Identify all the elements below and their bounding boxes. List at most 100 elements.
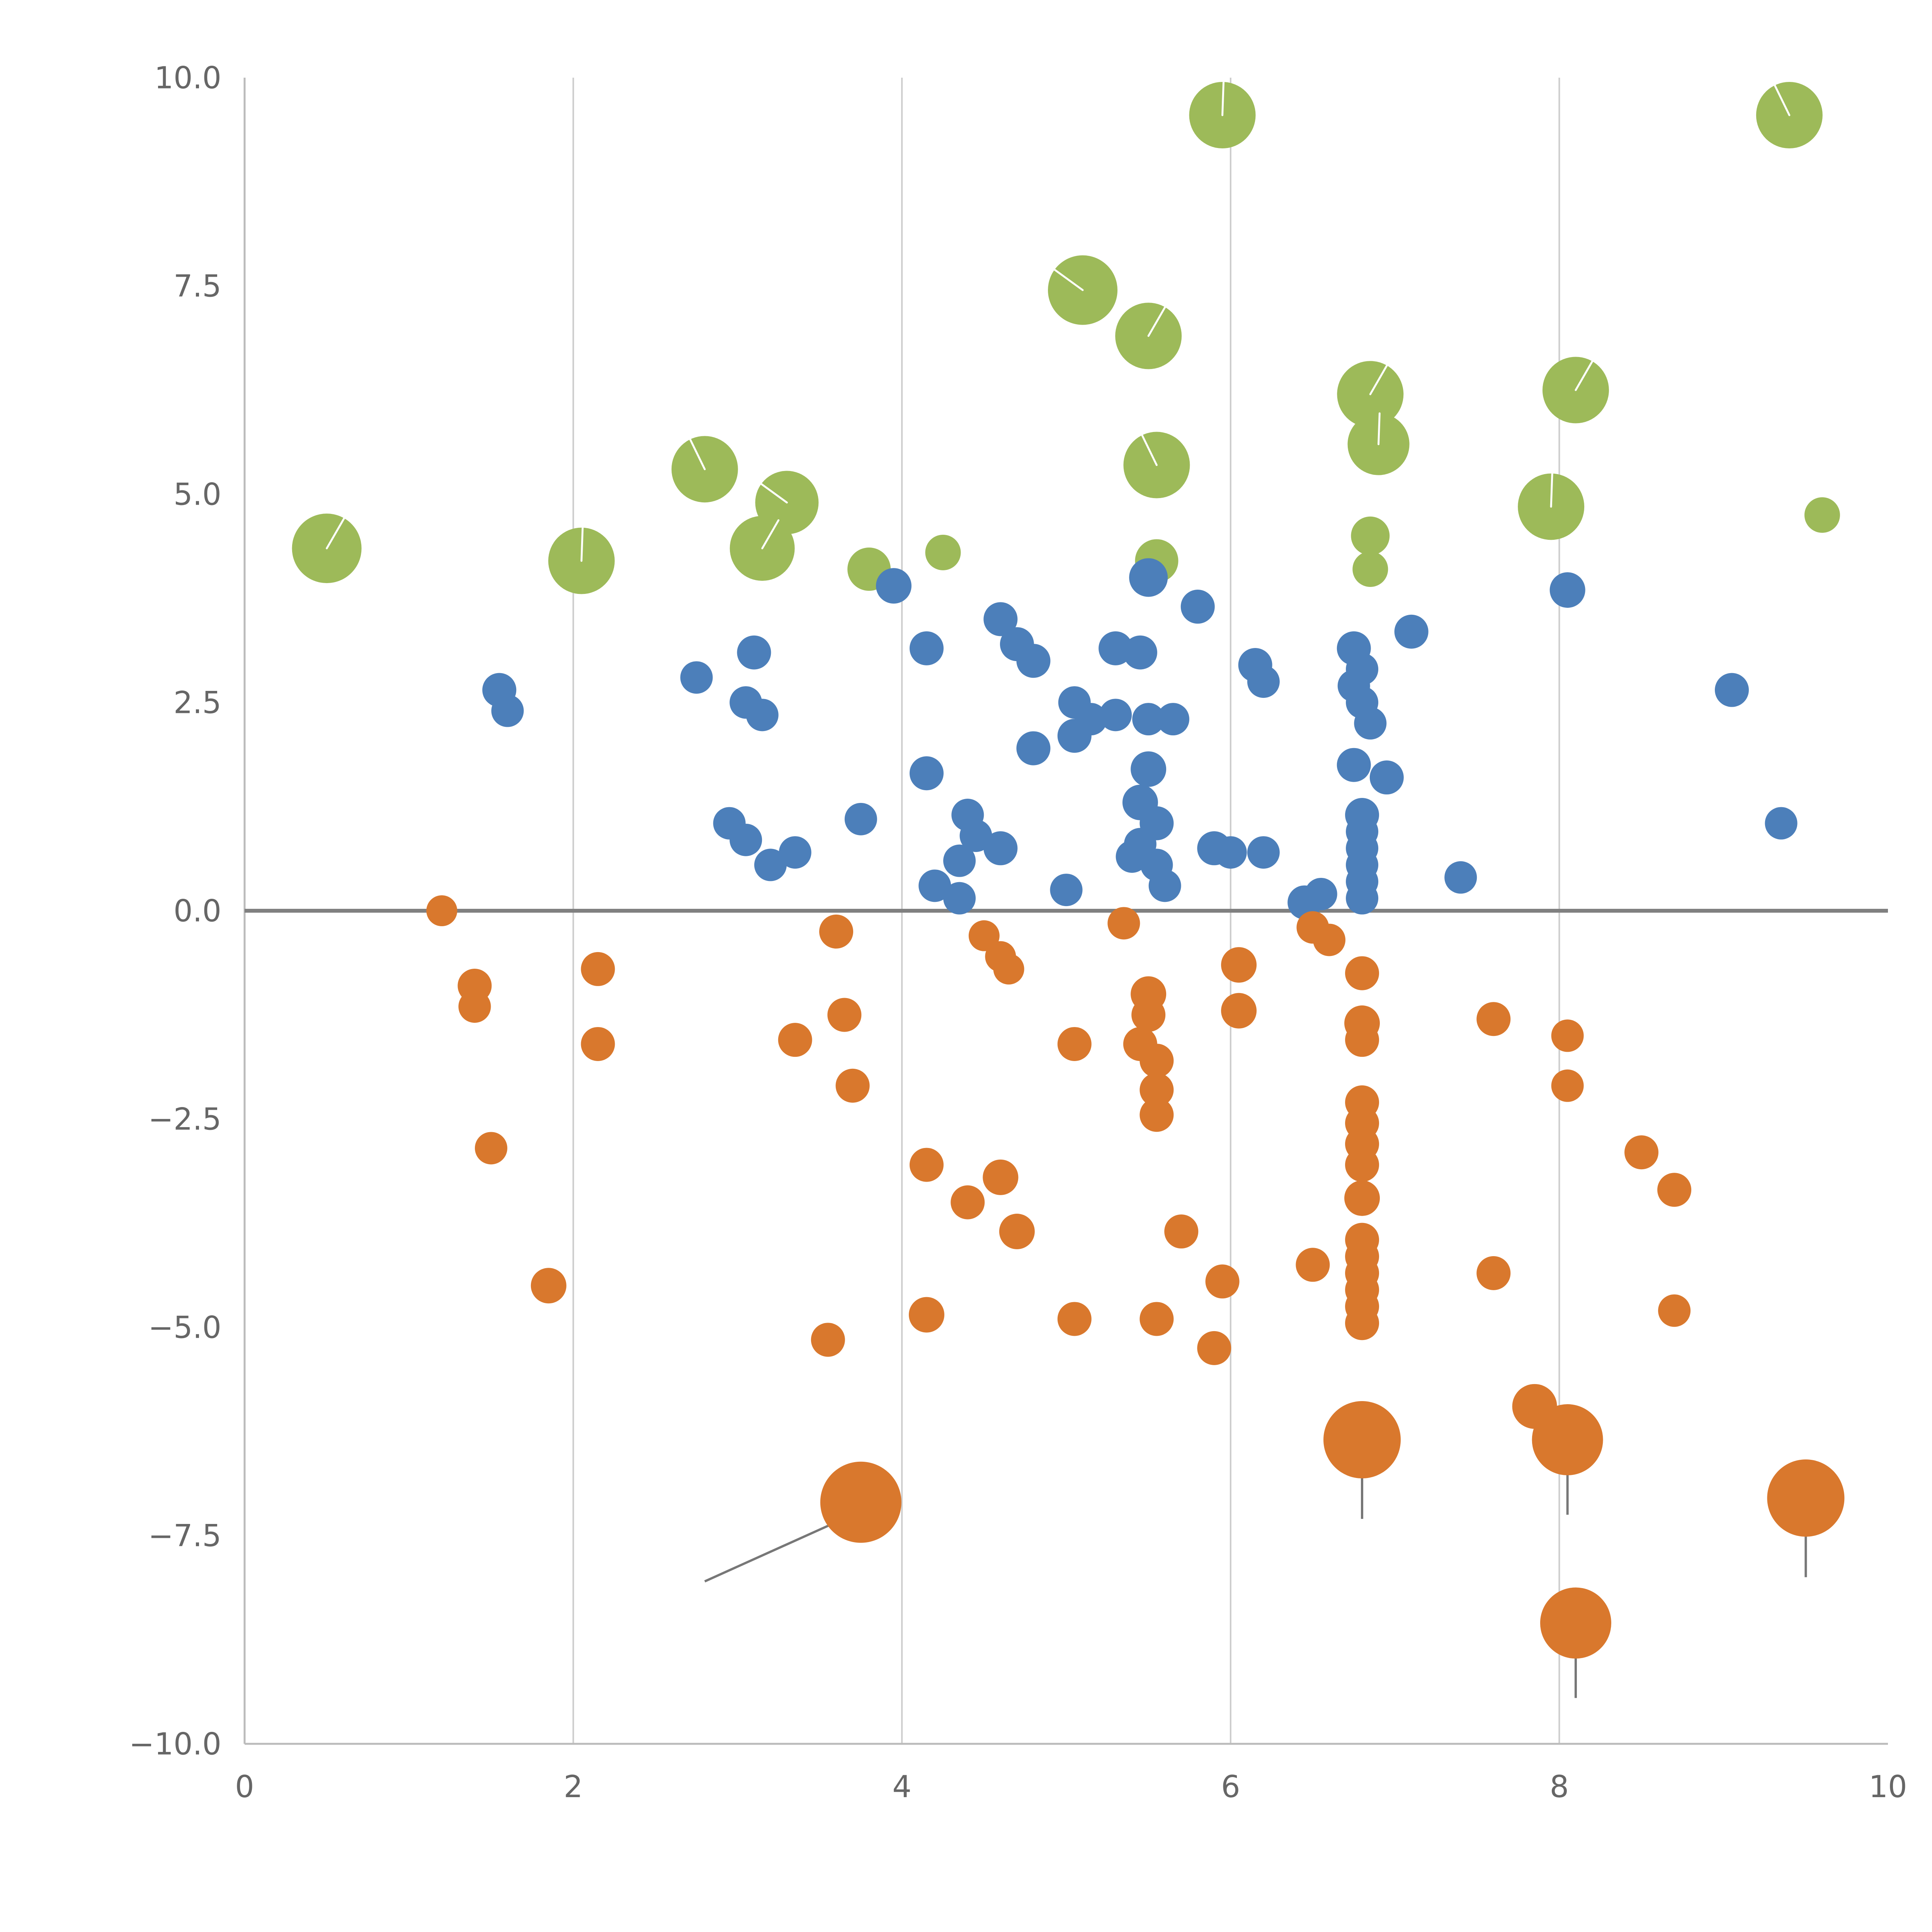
x-tick-label: 10	[1869, 1770, 1907, 1804]
bubble-highlight-mark	[689, 438, 706, 470]
orange-point	[458, 990, 491, 1023]
blue-point	[1214, 836, 1247, 869]
blue-point	[876, 568, 912, 604]
orange-point	[909, 1148, 944, 1182]
blue-point	[1247, 836, 1280, 869]
blue-point	[1016, 644, 1051, 678]
orange-point	[1197, 1331, 1231, 1365]
orange-point	[581, 952, 615, 986]
blue-point	[1016, 731, 1051, 765]
orange-point	[1057, 1302, 1092, 1336]
blue-point	[779, 836, 811, 869]
orange-point	[908, 1297, 944, 1333]
blue-point	[746, 699, 779, 731]
y-tick-label: 7.5	[173, 269, 221, 304]
orange-point	[827, 998, 862, 1032]
blue-point	[1156, 703, 1189, 736]
orange-point	[1344, 1180, 1380, 1216]
blue-point	[1099, 699, 1132, 731]
orange-point	[531, 1268, 566, 1304]
y-tick-label: −5.0	[148, 1310, 221, 1345]
orange-point	[820, 1461, 901, 1543]
orange-point	[999, 1214, 1035, 1250]
blue-point	[1444, 861, 1477, 894]
blue-point	[1304, 878, 1337, 910]
y-tick-label: −2.5	[148, 1102, 221, 1137]
blue-point	[844, 803, 877, 835]
blue-point	[1180, 590, 1215, 624]
bubble-highlight-mark	[1053, 269, 1084, 291]
y-tick-label: 0.0	[173, 894, 221, 929]
orange-point	[1767, 1459, 1845, 1537]
orange-point	[983, 1159, 1019, 1195]
orange-point	[1345, 956, 1379, 990]
orange-point	[1139, 1073, 1174, 1107]
blue-point	[943, 882, 976, 915]
orange-point	[1221, 947, 1257, 983]
blue-point	[730, 823, 762, 856]
blue-point	[918, 869, 951, 902]
orange-point	[1323, 1401, 1401, 1479]
orange-point	[1313, 923, 1345, 956]
green-point	[1804, 497, 1840, 533]
y-tick-label: 5.0	[173, 477, 221, 512]
orange-point	[993, 953, 1024, 985]
orange-point	[1658, 1294, 1691, 1327]
y-tick-label: 2.5	[173, 685, 221, 720]
blue-point	[1247, 665, 1280, 698]
bubble-highlight-mark	[1774, 84, 1791, 116]
blue-point	[1129, 558, 1168, 597]
y-tick-label: −10.0	[129, 1727, 221, 1762]
orange-point	[1551, 1019, 1584, 1052]
bubble-highlight-mark	[760, 483, 788, 504]
orange-point	[1164, 1214, 1199, 1249]
blue-point	[1346, 882, 1379, 915]
orange-point	[1221, 993, 1257, 1029]
green-point	[1351, 516, 1390, 555]
blue-point	[1123, 635, 1157, 670]
orange-point	[1657, 1173, 1692, 1207]
bubble-highlight-mark	[1141, 434, 1158, 466]
bubble-highlight-mark	[1575, 360, 1594, 391]
blue-point	[959, 819, 992, 852]
blue-point	[983, 831, 1018, 866]
blue-point	[909, 631, 944, 665]
blue-point	[943, 844, 976, 877]
orange-point	[474, 1132, 507, 1165]
blue-point	[1714, 673, 1749, 707]
blue-point	[491, 694, 524, 727]
bubble-highlight-mark	[1550, 472, 1553, 508]
green-point	[1352, 551, 1388, 587]
orange-point	[1532, 1404, 1603, 1476]
x-tick-label: 6	[1221, 1770, 1240, 1804]
y-tick-label: 10.0	[154, 61, 221, 95]
orange-point	[811, 1323, 845, 1357]
orange-point	[1139, 1302, 1174, 1336]
orange-point	[1540, 1587, 1611, 1659]
bubble-highlight-mark	[761, 519, 780, 549]
orange-point	[426, 895, 457, 926]
orange-point	[1107, 907, 1140, 940]
blue-point	[909, 756, 944, 791]
orange-point	[1551, 1069, 1584, 1102]
blue-point	[1394, 614, 1429, 649]
orange-point	[968, 920, 1000, 951]
orange-point	[1624, 1135, 1659, 1170]
blue-point	[1132, 703, 1165, 736]
blue-point	[1116, 840, 1148, 873]
bubble-highlight-mark	[1221, 81, 1225, 116]
orange-point	[1131, 998, 1166, 1032]
orange-point	[1139, 1044, 1174, 1078]
x-tick-label: 8	[1550, 1770, 1569, 1804]
blue-point	[1075, 703, 1107, 736]
orange-point	[1345, 1148, 1379, 1182]
bubble-highlight-mark	[1378, 412, 1381, 446]
blue-point	[1369, 760, 1404, 795]
orange-point	[778, 1023, 812, 1057]
orange-point	[1139, 1098, 1174, 1132]
blue-point	[1549, 572, 1585, 608]
bubble-highlight-mark	[326, 517, 345, 549]
blue-point	[1765, 807, 1798, 840]
x-tick-label: 0	[235, 1770, 254, 1804]
orange-point	[1296, 1248, 1330, 1282]
